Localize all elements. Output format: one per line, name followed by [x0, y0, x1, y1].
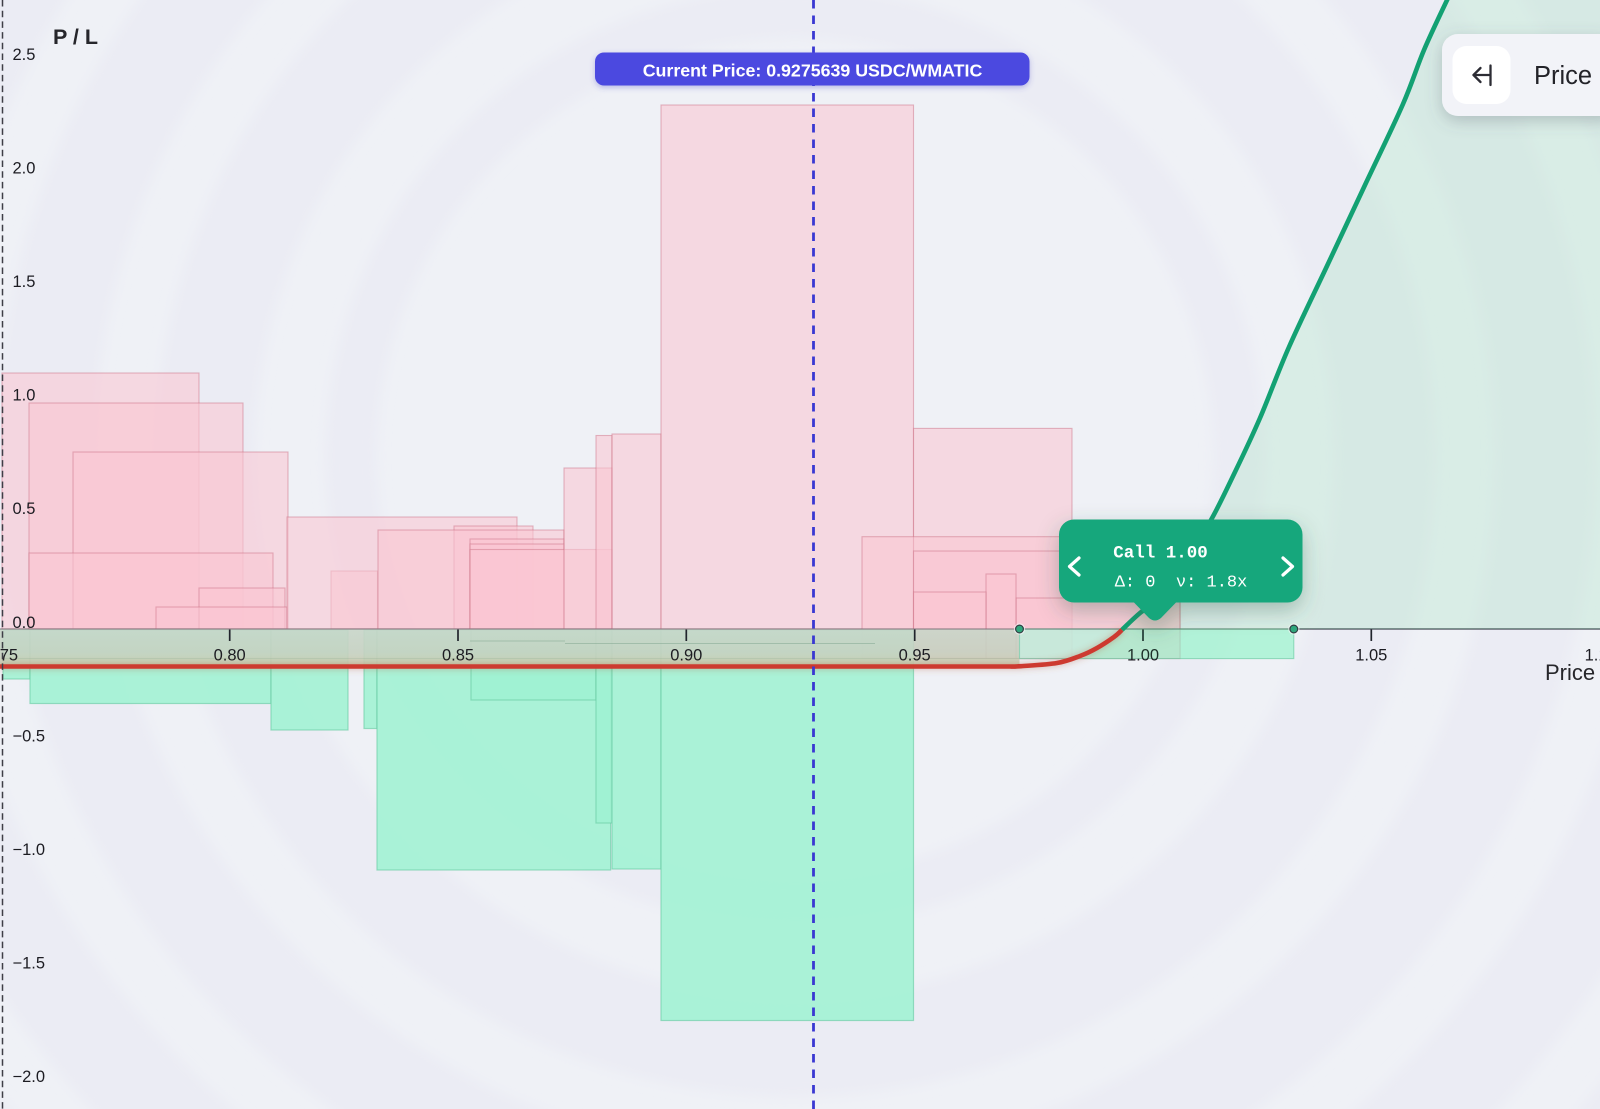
svg-text:1.00: 1.00: [1127, 647, 1159, 665]
svg-text:Δ: 0 ν: 1.8x: Δ: 0 ν: 1.8x: [1115, 574, 1248, 593]
svg-text:2.0: 2.0: [13, 159, 36, 177]
svg-text:−1.0: −1.0: [13, 841, 46, 859]
svg-text:0.80: 0.80: [214, 647, 246, 665]
svg-text:Current Price: 0.9275639 USDC/: Current Price: 0.9275639 USDC/WMATIC: [643, 61, 983, 81]
svg-text:0.0: 0.0: [13, 614, 36, 632]
svg-text:Price: Price: [1545, 660, 1595, 685]
svg-text:0.95: 0.95: [899, 647, 931, 665]
svg-text:1.5: 1.5: [13, 273, 36, 291]
svg-text:1.0: 1.0: [13, 387, 36, 405]
svg-text:0.5: 0.5: [13, 500, 36, 518]
svg-text:2.5: 2.5: [13, 46, 36, 64]
svg-text:−2.0: −2.0: [13, 1068, 46, 1086]
svg-text:Call 1.00: Call 1.00: [1113, 544, 1208, 564]
svg-text:P / L: P / L: [53, 25, 98, 49]
svg-text:0.85: 0.85: [442, 647, 474, 665]
svg-text:1.10: 1.10: [1585, 647, 1600, 665]
svg-text:0.75: 0.75: [0, 647, 18, 665]
svg-text:−1.5: −1.5: [13, 955, 46, 973]
svg-text:1.05: 1.05: [1355, 647, 1387, 665]
svg-text:0.90: 0.90: [670, 647, 702, 665]
svg-text:−0.5: −0.5: [13, 727, 46, 745]
svg-text:Price: Price: [1534, 62, 1592, 90]
